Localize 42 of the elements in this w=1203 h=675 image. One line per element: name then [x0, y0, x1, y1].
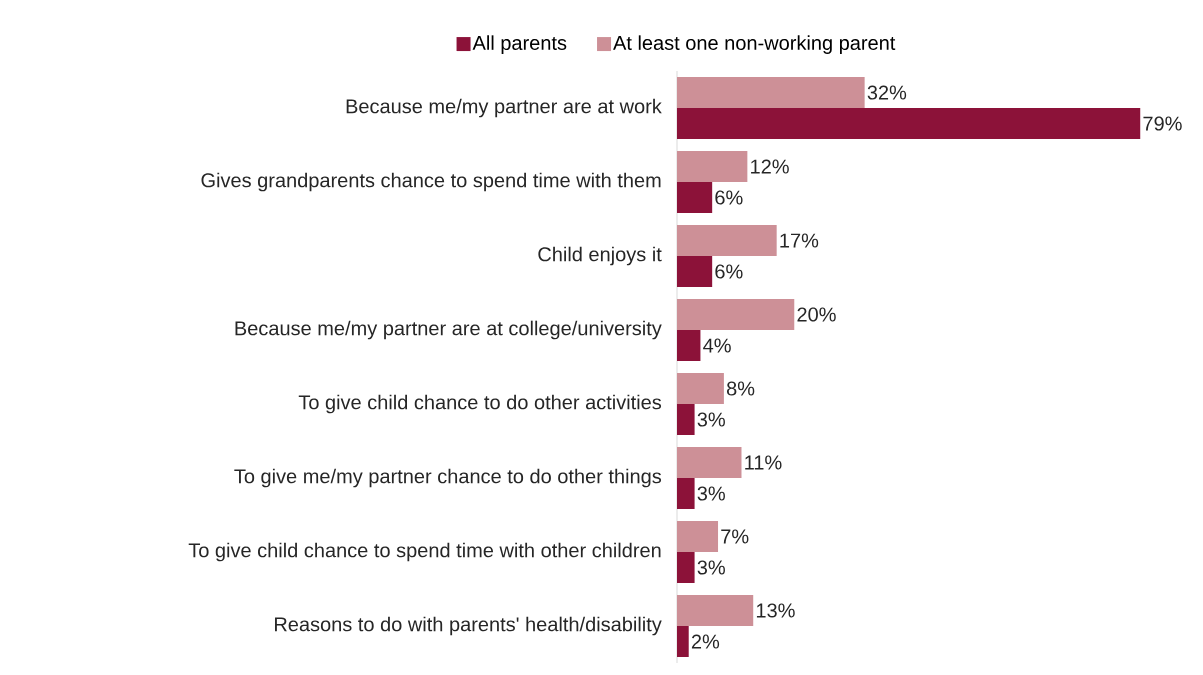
y-tick-label: Reasons to do with parents' health/disability	[275, 616, 662, 636]
bar	[676, 108, 1141, 140]
bar	[676, 256, 713, 287]
y-tick-label: To give me/my partner chance to do other things	[234, 468, 662, 488]
y-tick-label: To give child chance to spend time with other children	[188, 542, 661, 562]
bar	[676, 551, 695, 583]
data-label: 32%	[867, 85, 907, 100]
data-label: 3%	[697, 412, 725, 427]
bar	[676, 521, 719, 552]
bar	[676, 151, 748, 182]
bar	[676, 447, 742, 478]
data-label: 2%	[691, 634, 720, 649]
data-label: 20%	[797, 307, 836, 322]
legend-label: At least one non-working parent	[613, 35, 896, 54]
bar	[676, 373, 724, 404]
data-label: 12%	[751, 159, 789, 174]
data-label: 79%	[1143, 116, 1182, 131]
bar	[676, 225, 777, 256]
y-tick-label: Child enjoys it	[538, 246, 662, 266]
legend-label: All parents	[472, 35, 567, 54]
bar	[676, 299, 795, 330]
data-label: 7%	[721, 529, 749, 544]
bar	[676, 404, 695, 435]
bar	[676, 625, 689, 657]
bar	[676, 182, 713, 214]
bar	[676, 478, 695, 509]
y-tick-label: Gives grandparents chance to spend time with them	[201, 172, 661, 192]
data-label: 4%	[703, 338, 731, 353]
bar	[676, 77, 865, 109]
data-label: 13%	[756, 603, 795, 618]
data-label: 3%	[697, 486, 725, 501]
y-tick-label: Because me/my partner are at college/university	[235, 320, 662, 340]
y-tick-label: Because me/my partner are at work	[346, 98, 662, 118]
data-label: 8%	[726, 381, 755, 396]
data-label: 11%	[745, 455, 782, 470]
data-label: 3%	[697, 560, 725, 575]
bar	[676, 330, 701, 361]
data-label: 6%	[715, 190, 743, 205]
data-label: 17%	[780, 233, 819, 248]
y-tick-label: To give child chance to do other activities	[298, 394, 662, 414]
bar	[676, 594, 754, 626]
data-label: 6%	[715, 264, 743, 279]
